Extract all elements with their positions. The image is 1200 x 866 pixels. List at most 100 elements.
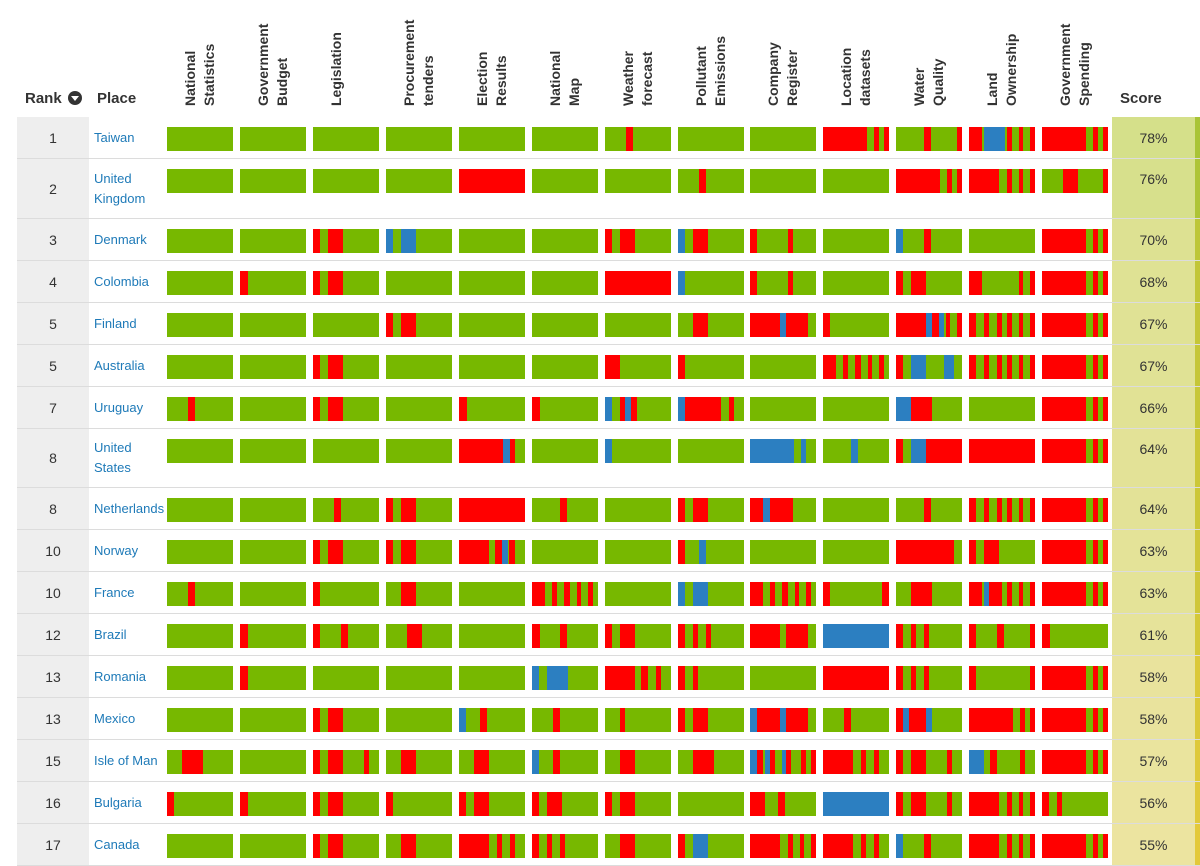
dataset-score-bar[interactable] bbox=[823, 397, 889, 421]
dataset-score-bar[interactable] bbox=[969, 750, 1035, 774]
dataset-score-bar[interactable] bbox=[386, 127, 452, 151]
dataset-score-bar[interactable] bbox=[750, 313, 816, 337]
dataset-score-bar[interactable] bbox=[532, 834, 598, 858]
dataset-score-bar[interactable] bbox=[678, 229, 744, 253]
dataset-score-bar[interactable] bbox=[605, 397, 671, 421]
dataset-score-bar[interactable] bbox=[1042, 834, 1108, 858]
dataset-score-bar[interactable] bbox=[313, 397, 379, 421]
dataset-score-bar[interactable] bbox=[386, 271, 452, 295]
dataset-score-bar[interactable] bbox=[240, 127, 306, 151]
dataset-score-bar[interactable] bbox=[823, 229, 889, 253]
dataset-score-bar[interactable] bbox=[1042, 397, 1108, 421]
dataset-score-bar[interactable] bbox=[386, 540, 452, 564]
dataset-score-bar[interactable] bbox=[167, 708, 233, 732]
dataset-score-bar[interactable] bbox=[167, 540, 233, 564]
dataset-score-bar[interactable] bbox=[678, 582, 744, 606]
dataset-score-bar[interactable] bbox=[532, 750, 598, 774]
dataset-score-bar[interactable] bbox=[605, 355, 671, 379]
dataset-score-bar[interactable] bbox=[896, 834, 962, 858]
place-link[interactable]: Brazil bbox=[94, 626, 127, 642]
dataset-score-bar[interactable] bbox=[1042, 271, 1108, 295]
dataset-score-bar[interactable] bbox=[750, 750, 816, 774]
dataset-score-bar[interactable] bbox=[386, 498, 452, 522]
dataset-score-bar[interactable] bbox=[750, 498, 816, 522]
sort-descending-icon[interactable] bbox=[68, 91, 82, 105]
dataset-score-bar[interactable] bbox=[240, 582, 306, 606]
dataset-score-bar[interactable] bbox=[386, 666, 452, 690]
dataset-score-bar[interactable] bbox=[386, 708, 452, 732]
dataset-score-bar[interactable] bbox=[167, 397, 233, 421]
dataset-score-bar[interactable] bbox=[459, 355, 525, 379]
dataset-column-header[interactable]: Location datasets bbox=[837, 48, 875, 106]
dataset-score-bar[interactable] bbox=[750, 582, 816, 606]
dataset-score-bar[interactable] bbox=[313, 169, 379, 193]
dataset-score-bar[interactable] bbox=[896, 313, 962, 337]
dataset-score-bar[interactable] bbox=[750, 792, 816, 816]
dataset-score-bar[interactable] bbox=[240, 750, 306, 774]
dataset-score-bar[interactable] bbox=[823, 439, 889, 463]
dataset-score-bar[interactable] bbox=[1042, 127, 1108, 151]
dataset-score-bar[interactable] bbox=[823, 666, 889, 690]
dataset-score-bar[interactable] bbox=[605, 792, 671, 816]
dataset-score-bar[interactable] bbox=[240, 229, 306, 253]
place-link[interactable]: Denmark bbox=[94, 231, 147, 247]
dataset-score-bar[interactable] bbox=[313, 666, 379, 690]
dataset-score-bar[interactable] bbox=[313, 750, 379, 774]
dataset-score-bar[interactable] bbox=[459, 229, 525, 253]
dataset-score-bar[interactable] bbox=[1042, 355, 1108, 379]
dataset-score-bar[interactable] bbox=[678, 127, 744, 151]
dataset-score-bar[interactable] bbox=[1042, 313, 1108, 337]
dataset-score-bar[interactable] bbox=[750, 666, 816, 690]
dataset-column-header[interactable]: National Statistics bbox=[181, 44, 219, 106]
dataset-score-bar[interactable] bbox=[605, 540, 671, 564]
dataset-score-bar[interactable] bbox=[532, 229, 598, 253]
dataset-score-bar[interactable] bbox=[240, 439, 306, 463]
dataset-score-bar[interactable] bbox=[823, 498, 889, 522]
place-column-header[interactable]: Place bbox=[97, 90, 137, 107]
dataset-score-bar[interactable] bbox=[969, 624, 1035, 648]
dataset-score-bar[interactable] bbox=[459, 666, 525, 690]
dataset-score-bar[interactable] bbox=[532, 540, 598, 564]
dataset-score-bar[interactable] bbox=[823, 750, 889, 774]
dataset-score-bar[interactable] bbox=[167, 498, 233, 522]
dataset-score-bar[interactable] bbox=[969, 582, 1035, 606]
dataset-score-bar[interactable] bbox=[532, 439, 598, 463]
dataset-score-bar[interactable] bbox=[896, 540, 962, 564]
dataset-score-bar[interactable] bbox=[678, 750, 744, 774]
dataset-score-bar[interactable] bbox=[313, 229, 379, 253]
dataset-score-bar[interactable] bbox=[678, 439, 744, 463]
dataset-score-bar[interactable] bbox=[167, 439, 233, 463]
dataset-score-bar[interactable] bbox=[459, 498, 525, 522]
dataset-score-bar[interactable] bbox=[532, 313, 598, 337]
dataset-score-bar[interactable] bbox=[969, 439, 1035, 463]
dataset-score-bar[interactable] bbox=[1042, 169, 1108, 193]
dataset-score-bar[interactable] bbox=[969, 792, 1035, 816]
place-link[interactable]: Finland bbox=[94, 315, 137, 331]
dataset-column-header[interactable]: Government Spending bbox=[1056, 24, 1094, 106]
dataset-score-bar[interactable] bbox=[532, 582, 598, 606]
dataset-score-bar[interactable] bbox=[313, 540, 379, 564]
dataset-score-bar[interactable] bbox=[823, 127, 889, 151]
dataset-score-bar[interactable] bbox=[313, 439, 379, 463]
dataset-score-bar[interactable] bbox=[678, 624, 744, 648]
dataset-score-bar[interactable] bbox=[532, 792, 598, 816]
dataset-score-bar[interactable] bbox=[313, 834, 379, 858]
dataset-score-bar[interactable] bbox=[1042, 666, 1108, 690]
dataset-column-header[interactable]: Legislation bbox=[327, 32, 346, 106]
dataset-score-bar[interactable] bbox=[313, 127, 379, 151]
dataset-score-bar[interactable] bbox=[823, 313, 889, 337]
dataset-score-bar[interactable] bbox=[532, 127, 598, 151]
place-link[interactable]: Colombia bbox=[94, 273, 149, 289]
dataset-column-header[interactable]: Land Ownership bbox=[983, 34, 1021, 106]
dataset-score-bar[interactable] bbox=[386, 624, 452, 648]
dataset-score-bar[interactable] bbox=[750, 708, 816, 732]
dataset-score-bar[interactable] bbox=[678, 834, 744, 858]
dataset-score-bar[interactable] bbox=[459, 127, 525, 151]
dataset-score-bar[interactable] bbox=[240, 271, 306, 295]
dataset-score-bar[interactable] bbox=[969, 666, 1035, 690]
score-column-header[interactable]: Score bbox=[1120, 90, 1162, 107]
dataset-score-bar[interactable] bbox=[313, 313, 379, 337]
dataset-score-bar[interactable] bbox=[605, 666, 671, 690]
dataset-score-bar[interactable] bbox=[167, 169, 233, 193]
dataset-score-bar[interactable] bbox=[240, 313, 306, 337]
